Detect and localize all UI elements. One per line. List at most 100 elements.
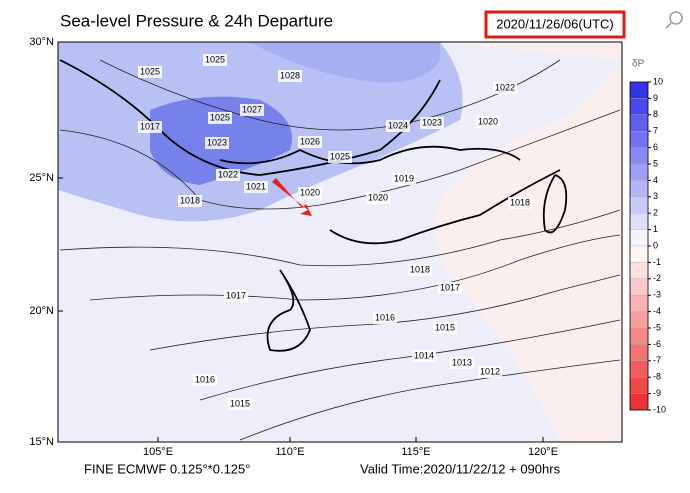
colorbar-cell bbox=[629, 180, 649, 197]
isobar-label: 1025 bbox=[210, 112, 230, 122]
colorbar-label: 10 bbox=[653, 76, 663, 86]
isobar-label: 1020 bbox=[300, 187, 320, 197]
colorbar-label: 8 bbox=[653, 109, 658, 119]
colorbar-label: 4 bbox=[653, 175, 658, 185]
isobar-label: 1012 bbox=[480, 366, 500, 376]
isobar-label: 1023 bbox=[207, 137, 227, 147]
isobar-label: 1015 bbox=[230, 398, 250, 408]
isobar-label: 1026 bbox=[300, 136, 320, 146]
colorbar-cell bbox=[629, 278, 649, 296]
island bbox=[542, 174, 568, 234]
colorbar-label: 9 bbox=[653, 93, 658, 103]
positive-area bbox=[434, 42, 622, 442]
isobar-label-bg bbox=[408, 264, 432, 276]
map bbox=[57, 41, 623, 443]
isobar-label-bg bbox=[366, 192, 390, 204]
island bbox=[266, 269, 311, 352]
isobar-label: 1025 bbox=[205, 54, 225, 64]
isobar-label-bg bbox=[216, 169, 240, 181]
colorbar-cell bbox=[629, 327, 649, 345]
colorbar-label: 5 bbox=[653, 158, 658, 168]
isobar-label: 1014 bbox=[414, 350, 434, 360]
colorbar-cell bbox=[629, 98, 649, 115]
colorbar-cell bbox=[629, 360, 649, 378]
colorbar-label: -4 bbox=[653, 306, 661, 316]
colorbar-label: 2 bbox=[653, 208, 658, 218]
isobar-label-bg bbox=[178, 195, 202, 207]
isobar-label: 1028 bbox=[280, 70, 300, 80]
colorbar-cell bbox=[629, 262, 649, 279]
colorbar-cell bbox=[629, 295, 649, 312]
coastline bbox=[219, 145, 521, 165]
isobar-label-bg bbox=[244, 181, 268, 193]
footer-left: FINE ECMWF 0.125°*0.125° bbox=[84, 461, 250, 476]
isobar-label-bg bbox=[203, 54, 227, 66]
isobar-label: 1016 bbox=[375, 312, 395, 322]
isobar-label: 1017 bbox=[440, 282, 460, 292]
isobar-label-bg bbox=[476, 116, 500, 128]
isobar-label-bg bbox=[193, 374, 217, 386]
isobar-label-bg bbox=[392, 173, 416, 185]
colorbar-label: -2 bbox=[653, 273, 661, 283]
isobar-label-bg bbox=[478, 366, 502, 378]
isobar-label-bg bbox=[412, 350, 436, 362]
isobar-label: 1027 bbox=[242, 104, 262, 114]
isobar-label: 1025 bbox=[330, 151, 350, 161]
isobar-label: 1013 bbox=[452, 357, 472, 367]
isobar-label: 1021 bbox=[246, 181, 266, 191]
colorbar-label: -1 bbox=[653, 257, 661, 267]
isobar-label: 1015 bbox=[435, 322, 455, 332]
colorbar-cell bbox=[629, 377, 649, 394]
isobar-label-bg bbox=[298, 187, 322, 199]
isobar-label: 1024 bbox=[388, 120, 408, 130]
search-icon[interactable] bbox=[665, 11, 683, 29]
lon-label: 105°E bbox=[143, 446, 173, 458]
isobar-label-bg bbox=[493, 82, 517, 94]
coastline bbox=[329, 169, 561, 245]
timestamp-box bbox=[484, 10, 626, 39]
colorbar-cell bbox=[629, 393, 649, 411]
lon-label: 120°E bbox=[528, 446, 558, 458]
isobar-label: 1018 bbox=[510, 197, 530, 207]
footer-right: Valid Time:2020/11/22/12 + 090hrs bbox=[360, 461, 561, 476]
isobar-label-bg bbox=[420, 117, 444, 129]
isobar-label: 1020 bbox=[478, 116, 498, 126]
isobar-label: 1025 bbox=[140, 66, 160, 76]
negative-area-north bbox=[250, 42, 440, 83]
isobar-label-bg bbox=[450, 357, 474, 369]
colorbar-cell bbox=[629, 213, 649, 230]
colorbar-label: -8 bbox=[653, 372, 661, 382]
isobar-label-bg bbox=[328, 151, 352, 163]
colorbar-cell bbox=[629, 81, 649, 99]
isobar-label-bg bbox=[438, 282, 462, 294]
lat-label: 15°N bbox=[29, 436, 54, 448]
isobar-label-bg bbox=[138, 121, 162, 133]
colorbar-cell bbox=[629, 196, 649, 214]
lon-label: 110°E bbox=[275, 446, 304, 458]
colorbar-label: -10 bbox=[653, 404, 666, 414]
isobar-label-bg bbox=[228, 398, 252, 410]
lat-label: 30°N bbox=[29, 36, 54, 48]
colorbar-cell bbox=[629, 245, 649, 263]
isobar-label-bg bbox=[278, 70, 302, 82]
isobar-label: 1020 bbox=[368, 192, 388, 202]
colorbar-cell bbox=[629, 311, 649, 329]
isobar-label: 1017 bbox=[140, 121, 160, 131]
isobar-label-bg bbox=[433, 322, 457, 334]
colorbar-label: -6 bbox=[653, 339, 661, 349]
title: Sea-level Pressure & 24h Departure bbox=[60, 11, 333, 30]
colorbar-label: 6 bbox=[653, 142, 658, 152]
colorbar-label: -5 bbox=[653, 322, 661, 332]
isobar-label-bg bbox=[508, 197, 532, 209]
timestamp: 2020/11/26/06(UTC) bbox=[496, 16, 614, 31]
colorbar-cell bbox=[629, 147, 649, 165]
colorbar-cell bbox=[629, 229, 649, 247]
isobar-label: 1019 bbox=[394, 173, 414, 183]
isobar-label: 1018 bbox=[410, 264, 430, 274]
colorbar-label: 3 bbox=[653, 191, 658, 201]
isobar-label-bg bbox=[240, 104, 264, 116]
isobar-label-bg bbox=[138, 66, 162, 78]
isobar-label-bg bbox=[373, 312, 397, 324]
lat-label: 20°N bbox=[29, 305, 54, 317]
colorbar-cell bbox=[629, 163, 649, 181]
